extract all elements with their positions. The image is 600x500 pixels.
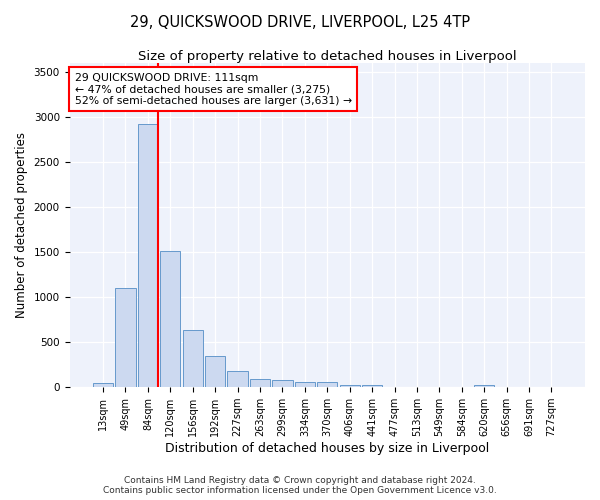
Bar [295,382,315,387]
Bar [205,356,225,387]
Text: Contains HM Land Registry data © Crown copyright and database right 2024.
Contai: Contains HM Land Registry data © Crown c… [103,476,497,495]
Text: 29 QUICKSWOOD DRIVE: 111sqm
← 47% of detached houses are smaller (3,275)
52% of : 29 QUICKSWOOD DRIVE: 111sqm ← 47% of det… [74,72,352,106]
Y-axis label: Number of detached properties: Number of detached properties [15,132,28,318]
Text: 29, QUICKSWOOD DRIVE, LIVERPOOL, L25 4TP: 29, QUICKSWOOD DRIVE, LIVERPOOL, L25 4TP [130,15,470,30]
Bar [93,382,113,387]
Bar [182,330,203,387]
Bar [340,384,360,387]
Bar [272,380,293,387]
Bar [474,385,494,387]
Bar [138,124,158,387]
Bar [362,385,382,387]
Bar [115,288,136,387]
X-axis label: Distribution of detached houses by size in Liverpool: Distribution of detached houses by size … [165,442,490,455]
Title: Size of property relative to detached houses in Liverpool: Size of property relative to detached ho… [138,50,517,63]
Bar [227,370,248,387]
Bar [160,251,181,387]
Bar [317,382,337,387]
Bar [250,379,270,387]
